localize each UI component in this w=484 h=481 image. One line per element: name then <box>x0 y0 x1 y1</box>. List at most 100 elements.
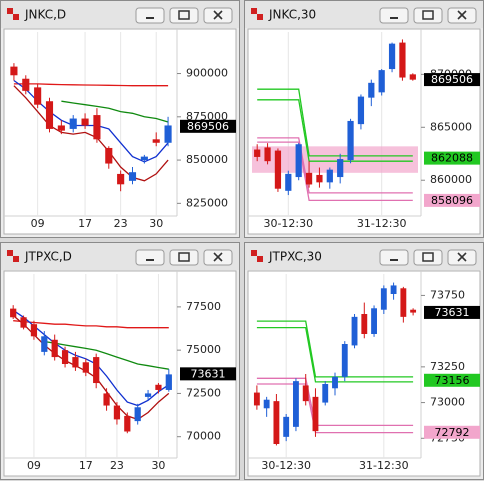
candle-body <box>72 357 79 368</box>
price-label-box <box>424 425 480 439</box>
price-label-box <box>424 373 480 387</box>
candle-body <box>93 115 101 140</box>
x-tick-label: 23 <box>110 459 124 472</box>
candle-body <box>273 401 280 444</box>
candle-body <box>274 150 282 189</box>
candle-body <box>399 42 406 78</box>
price-label: 869506 <box>187 120 229 133</box>
chart-window: JTPXC,D 77500 75000 72500 70000 09 17 23 30 73631 <box>0 242 240 480</box>
candle-body <box>128 172 137 181</box>
candle-body <box>326 169 333 183</box>
candle-body <box>10 308 17 318</box>
window-button-max[interactable] <box>169 249 199 266</box>
candle-body <box>371 308 377 334</box>
button-icon <box>178 252 190 262</box>
button-icon <box>422 10 434 20</box>
title-bar <box>1 243 239 270</box>
window-icon <box>13 256 19 262</box>
candle-body <box>285 173 292 191</box>
candle-body <box>341 344 348 377</box>
window-button-min[interactable] <box>135 7 165 24</box>
button-icon <box>457 252 467 262</box>
x-tick-label: 30 <box>149 217 163 230</box>
price-label: 72792 <box>435 426 470 439</box>
y-tick-label: 70000 <box>186 430 221 443</box>
candle-body <box>34 87 42 105</box>
price-label: 862088 <box>431 152 473 165</box>
indicator-line <box>13 320 169 329</box>
price-label: 858096 <box>431 194 473 207</box>
candle-body <box>164 125 172 143</box>
candle-body <box>380 288 387 310</box>
x-tick-label: 23 <box>114 217 128 230</box>
y-tick-label: 860000 <box>430 173 472 186</box>
window-icon <box>251 8 257 14</box>
button-icon <box>422 252 434 262</box>
window-button-max[interactable] <box>169 7 199 24</box>
chart-window: JTPXC,307375073250730007275030-12:3031-1… <box>244 242 484 480</box>
x-tick-label: 09 <box>31 217 45 230</box>
y-tick-label: 900000 <box>186 67 228 80</box>
price-label-box <box>180 119 236 133</box>
button-icon <box>457 10 467 20</box>
candle-body <box>337 159 344 178</box>
candle-body <box>316 174 323 183</box>
candle-body <box>351 316 358 346</box>
candle-body <box>347 120 354 161</box>
indicator-line <box>257 88 413 157</box>
window-button-min[interactable] <box>379 7 409 24</box>
candle-body <box>103 393 110 406</box>
candle-body <box>10 66 18 76</box>
candle-body <box>93 357 100 384</box>
candle-body <box>20 317 27 328</box>
candle-body <box>144 393 152 397</box>
button-icon <box>213 10 223 20</box>
candle-body <box>322 384 329 403</box>
price-label-box <box>424 305 480 319</box>
candle-body <box>400 288 407 317</box>
indicator-line <box>12 315 170 421</box>
x-tick-label: 17 <box>78 217 92 230</box>
y-tick-label: 75000 <box>186 343 221 356</box>
y-tick-label: 77500 <box>186 300 221 313</box>
candle-body <box>357 96 365 125</box>
price-label: 73631 <box>191 367 226 380</box>
candle-body <box>51 339 58 358</box>
candle-body <box>254 149 261 157</box>
candle-body <box>81 118 89 126</box>
window-button-max[interactable] <box>413 7 443 24</box>
window-button-min[interactable] <box>135 249 165 266</box>
candle-body <box>409 74 416 80</box>
price-label: 869506 <box>431 73 473 86</box>
candle-body <box>368 82 375 98</box>
indicator-line <box>13 85 169 182</box>
window-icon <box>257 14 263 20</box>
window-title: JTPXC,30 <box>268 250 322 264</box>
candle-body <box>332 376 338 389</box>
candle-body <box>263 399 270 409</box>
indicator-line <box>12 309 170 407</box>
x-tick-label: 09 <box>27 459 41 472</box>
y-tick-label: 875000 <box>186 110 228 123</box>
candle-body <box>253 392 260 406</box>
title-bar <box>1 1 239 28</box>
candle-body <box>305 172 313 185</box>
chart-window: JNKC,3087000086500086000030-12:3031-12:3… <box>244 0 484 238</box>
window-title: JNKC,30 <box>268 8 316 22</box>
window-button-min[interactable] <box>379 249 409 266</box>
button-icon <box>213 252 223 262</box>
x-tick-label: 30-12:30 <box>261 459 311 472</box>
y-tick-label: 73250 <box>430 360 465 373</box>
y-tick-label: 850000 <box>186 153 228 166</box>
window-title: JNKC,D <box>24 8 66 22</box>
window-icon <box>7 250 13 256</box>
price-label: 73631 <box>435 306 470 319</box>
indicator-line <box>257 137 413 194</box>
candle-body <box>293 381 299 427</box>
candle-body <box>113 405 121 420</box>
y-tick-label: 825000 <box>186 196 228 209</box>
window-button-max[interactable] <box>413 249 443 266</box>
x-tick-label: 17 <box>79 459 93 472</box>
